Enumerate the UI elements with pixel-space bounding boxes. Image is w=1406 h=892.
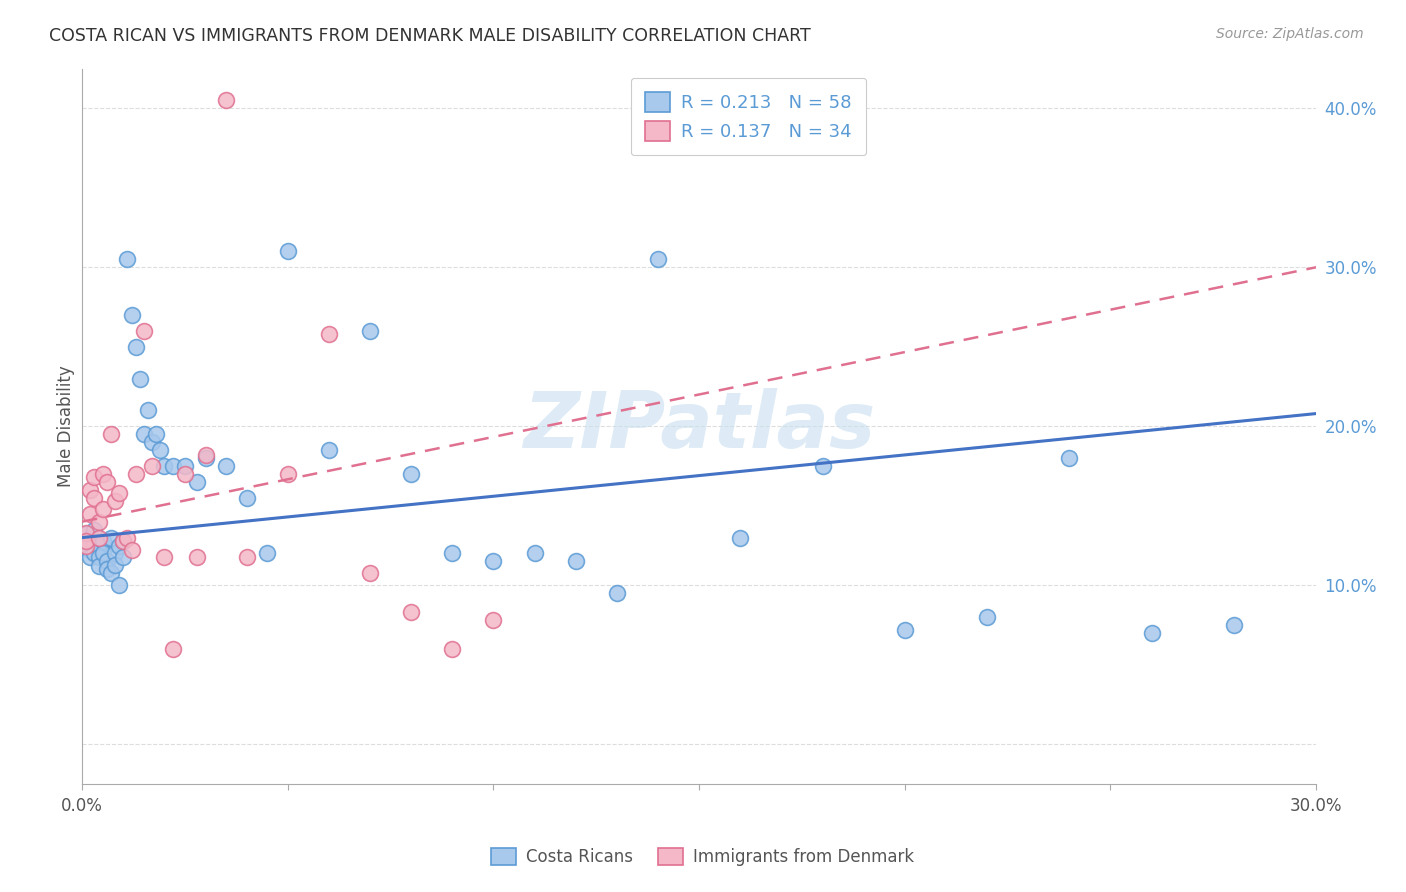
Point	[108, 486, 131, 500]
Point	[87, 515, 110, 529]
Point	[153, 458, 176, 473]
Point	[91, 467, 114, 481]
Point	[117, 531, 139, 545]
Point	[83, 547, 105, 561]
Point	[359, 566, 381, 580]
Point	[124, 340, 146, 354]
Point	[79, 531, 101, 545]
Point	[79, 483, 101, 497]
Point	[75, 539, 97, 553]
Point	[83, 470, 105, 484]
Point	[91, 533, 114, 548]
Point	[141, 458, 163, 473]
Point	[1223, 618, 1246, 632]
Point	[112, 549, 135, 564]
Point	[100, 566, 122, 580]
Point	[811, 458, 834, 473]
Point	[108, 539, 131, 553]
Point	[104, 547, 127, 561]
Point	[112, 533, 135, 548]
Point	[277, 244, 299, 259]
Point	[186, 549, 208, 564]
Point	[75, 539, 97, 553]
Point	[121, 308, 143, 322]
Point	[1140, 626, 1163, 640]
Point	[87, 559, 110, 574]
Point	[606, 586, 628, 600]
Point	[318, 327, 340, 342]
Point	[564, 554, 586, 568]
Point	[153, 549, 176, 564]
Point	[482, 554, 505, 568]
Point	[75, 533, 97, 548]
Point	[83, 535, 105, 549]
Point	[235, 491, 257, 505]
Point	[75, 525, 97, 540]
Point	[87, 549, 110, 564]
Point	[441, 641, 464, 656]
Point	[647, 252, 669, 267]
Point	[1059, 451, 1081, 466]
Point	[215, 93, 238, 107]
Point	[162, 641, 184, 656]
Point	[91, 547, 114, 561]
Point	[104, 494, 127, 508]
Point	[79, 549, 101, 564]
Point	[145, 427, 167, 442]
Point	[399, 467, 422, 481]
Point	[79, 507, 101, 521]
Text: COSTA RICAN VS IMMIGRANTS FROM DENMARK MALE DISABILITY CORRELATION CHART: COSTA RICAN VS IMMIGRANTS FROM DENMARK M…	[49, 27, 811, 45]
Text: ZIPatlas: ZIPatlas	[523, 388, 876, 465]
Point	[100, 531, 122, 545]
Point	[96, 562, 118, 576]
Point	[91, 502, 114, 516]
Point	[79, 543, 101, 558]
Point	[132, 324, 155, 338]
Point	[194, 448, 217, 462]
Point	[108, 578, 131, 592]
Point	[87, 531, 110, 545]
Text: Source: ZipAtlas.com: Source: ZipAtlas.com	[1216, 27, 1364, 41]
Point	[96, 554, 118, 568]
Point	[399, 605, 422, 619]
Point	[75, 533, 97, 548]
Point	[174, 458, 197, 473]
Point	[186, 475, 208, 489]
Point	[277, 467, 299, 481]
Legend: Costa Ricans, Immigrants from Denmark: Costa Ricans, Immigrants from Denmark	[484, 840, 922, 875]
Point	[112, 533, 135, 548]
Point	[194, 451, 217, 466]
Point	[359, 324, 381, 338]
Point	[96, 475, 118, 489]
Point	[215, 458, 238, 473]
Legend: R = 0.213   N = 58, R = 0.137   N = 34: R = 0.213 N = 58, R = 0.137 N = 34	[631, 78, 866, 155]
Point	[482, 613, 505, 627]
Point	[124, 467, 146, 481]
Point	[174, 467, 197, 481]
Point	[128, 371, 150, 385]
Point	[162, 458, 184, 473]
Point	[136, 403, 159, 417]
Point	[441, 547, 464, 561]
Point	[121, 543, 143, 558]
Point	[256, 547, 278, 561]
Point	[83, 523, 105, 537]
Y-axis label: Male Disability: Male Disability	[58, 366, 75, 487]
Point	[235, 549, 257, 564]
Point	[894, 623, 917, 637]
Point	[730, 531, 752, 545]
Point	[976, 610, 998, 624]
Point	[100, 427, 122, 442]
Point	[149, 443, 172, 458]
Point	[104, 558, 127, 572]
Point	[523, 547, 546, 561]
Point	[87, 539, 110, 553]
Point	[75, 527, 97, 541]
Point	[141, 435, 163, 450]
Point	[132, 427, 155, 442]
Point	[318, 443, 340, 458]
Point	[83, 491, 105, 505]
Point	[117, 252, 139, 267]
